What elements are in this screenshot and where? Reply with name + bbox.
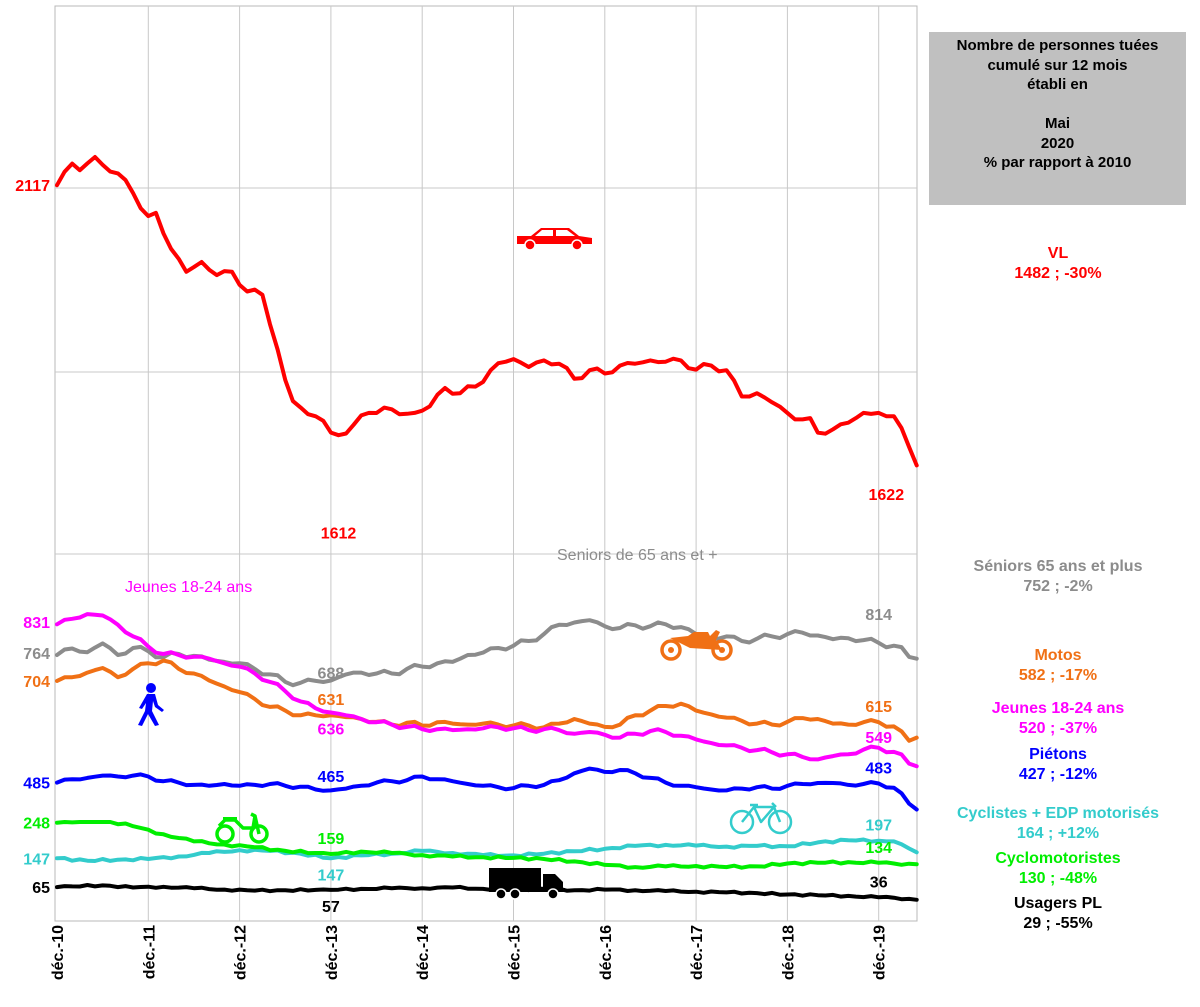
x-axis: déc.-10 déc.-11 déc.-12 déc.-13 déc.-14 déc.-…	[50, 925, 889, 980]
info-box-line: Nombre de personnes tuées	[956, 37, 1159, 54]
chart-grid	[54, 5, 918, 922]
legend-entry-seniors: Séniors 65 ans et plus 752 ; -2%	[930, 557, 1186, 597]
x-tick-label: déc.-14	[415, 925, 432, 980]
legend-entry-motos: Motos 582 ; -17%	[930, 646, 1186, 686]
value-annotation: 549	[865, 730, 892, 747]
info-box-line: établi en	[1027, 76, 1088, 93]
legend-entry-pietons: Piétons 427 ; -12%	[930, 745, 1186, 785]
x-tick-label: déc.-10	[50, 925, 67, 980]
value-annotation: 483	[865, 760, 892, 777]
value-annotation: 465	[318, 769, 345, 786]
value-annotation: 636	[318, 721, 345, 738]
inline-series-label: Jeunes 18-24 ans	[125, 579, 252, 596]
legend-series-name: VL	[1047, 245, 1069, 262]
legend-series-name: Cyclistes + EDP motorisés	[956, 805, 1160, 822]
value-annotation: 764	[23, 646, 50, 663]
x-tick-label: déc.-17	[689, 925, 706, 980]
series-line-cyclo	[55, 820, 919, 870]
x-tick-label: déc.-12	[233, 925, 250, 980]
legend-series-name: Séniors 65 ans et plus	[973, 558, 1143, 575]
legend-entry-cyclistes: Cyclistes + EDP motorisés 164 ; +12%	[930, 804, 1186, 844]
legend-series-summary: 520 ; -37%	[1018, 720, 1098, 737]
value-annotation: 197	[865, 818, 892, 835]
series-line-pietons	[55, 766, 919, 812]
series-line-cyclistes	[55, 837, 919, 863]
value-annotation: 147	[23, 851, 50, 868]
legend-series-name: Piétons	[1029, 746, 1087, 763]
series-line-pl	[55, 883, 919, 902]
value-annotation: 615	[865, 699, 892, 716]
legend-entry-cyclo: Cyclomotoristes 130 ; -48%	[930, 849, 1186, 889]
chart-icons	[138, 228, 793, 900]
value-annotation: 159	[318, 831, 345, 848]
legend-entry-vl: VL 1482 ; -30%	[930, 244, 1186, 284]
moped-icon	[215, 812, 269, 844]
motorcycle-icon	[660, 630, 733, 661]
bicycle-icon	[729, 802, 793, 835]
x-tick-label: déc.-16	[598, 925, 615, 980]
value-annotation: 814	[865, 607, 892, 624]
legend-series-name: Usagers PL	[1013, 895, 1103, 912]
value-annotation: 831	[23, 615, 50, 632]
x-tick-label: déc.-18	[780, 925, 797, 980]
car-icon	[517, 228, 592, 251]
legend-series-name: Cyclomotoristes	[995, 850, 1121, 867]
truck-icon	[489, 868, 565, 900]
value-annotation: 65	[32, 880, 50, 897]
x-tick-label: déc.-15	[507, 925, 524, 980]
info-box-line: % par rapport à 2010	[983, 154, 1132, 171]
value-annotation: 2117	[15, 178, 50, 195]
legend-series-summary: 1482 ; -30%	[1014, 265, 1102, 282]
x-tick-label: déc.-19	[872, 925, 889, 980]
legend-series-summary: 164 ; +12%	[1016, 825, 1100, 842]
value-annotation: 36	[870, 874, 888, 891]
chart-series-layer	[55, 155, 919, 902]
plot-area	[54, 5, 918, 922]
legend-entry-jeunes: Jeunes 18-24 ans 520 ; -37%	[930, 699, 1186, 739]
legend-series-summary: 29 ; -55%	[1023, 915, 1093, 932]
value-annotation: 631	[318, 692, 345, 709]
info-box-line	[929, 95, 1186, 115]
chart-annotations: Seniors de 65 ans et + Jeunes 18-24 ans 21…	[15, 178, 904, 916]
legend-entry-pl: Usagers PL 29 ; -55%	[930, 894, 1186, 934]
pedestrian-icon	[138, 683, 164, 726]
x-tick-label: déc.-13	[324, 925, 341, 980]
legend-series-summary: 752 ; -2%	[1023, 578, 1093, 595]
value-annotation: 1622	[869, 487, 905, 504]
info-box-line: 2020	[1040, 134, 1075, 152]
value-annotation: 57	[322, 899, 340, 916]
value-annotation: 688	[318, 665, 345, 682]
series-line-jeunes	[55, 612, 919, 769]
info-box: Nombre de personnes tuées cumulé sur 12 m…	[929, 32, 1186, 205]
value-annotation: 248	[23, 816, 50, 833]
info-box-line: cumulé sur 12 mois	[987, 56, 1128, 74]
x-tick-label: déc.-11	[141, 925, 158, 979]
value-annotation: 147	[318, 867, 345, 884]
legend-series-name: Motos	[1034, 647, 1082, 664]
value-annotation: 485	[23, 776, 50, 793]
inline-series-label: Seniors de 65 ans et +	[557, 547, 718, 564]
legend-series-name: Jeunes 18-24 ans	[991, 700, 1125, 717]
value-annotation: 1612	[321, 526, 357, 543]
legend-series-summary: 582 ; -17%	[1018, 667, 1098, 684]
info-box-line: Mai	[1044, 115, 1070, 132]
value-annotation: 134	[865, 840, 892, 857]
series-line-vl	[55, 155, 919, 468]
legend-series-summary: 130 ; -48%	[1018, 870, 1098, 887]
legend-series-summary: 427 ; -12%	[1018, 766, 1098, 783]
value-annotation: 704	[23, 674, 50, 691]
series-line-motos	[55, 658, 919, 743]
